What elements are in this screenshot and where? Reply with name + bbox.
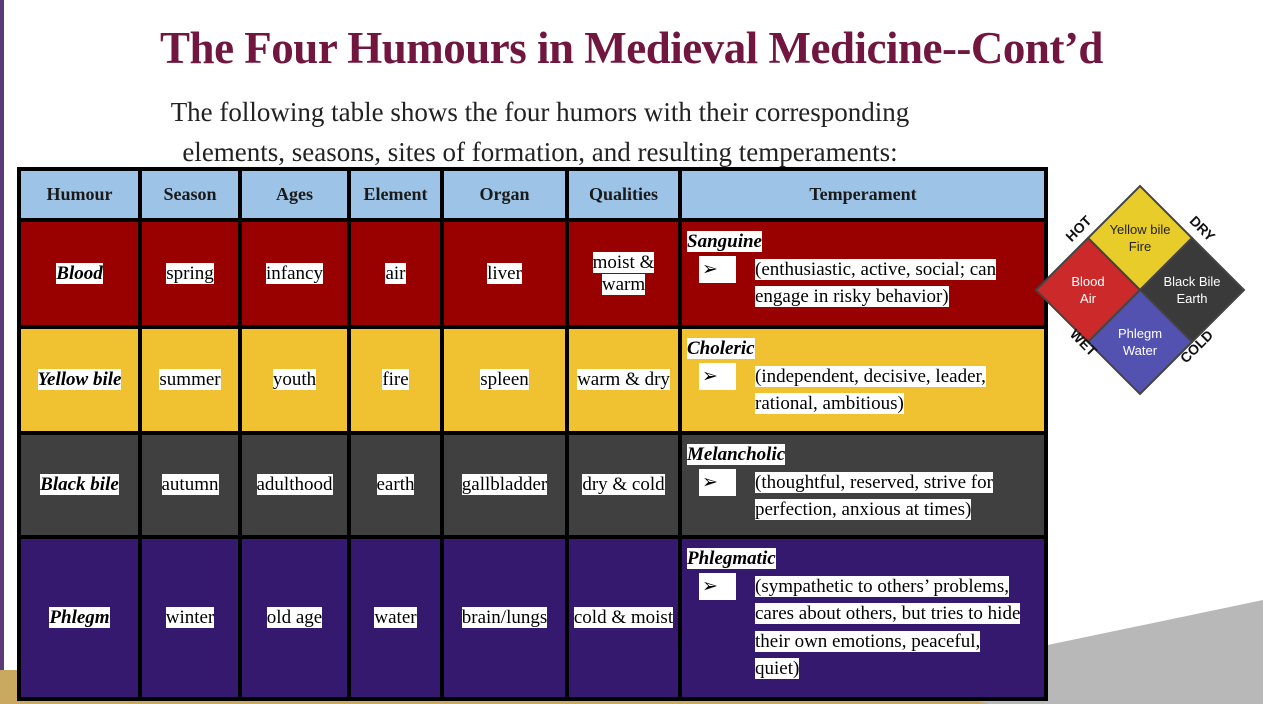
- temperament-name: Phlegmatic: [687, 548, 776, 569]
- table-cell: spleen: [444, 329, 565, 431]
- table-cell: liver: [444, 222, 565, 325]
- temperament-cell: Phlegmatic (sympathetic to others’ proble…: [682, 539, 1044, 697]
- table-cell: fire: [351, 329, 440, 431]
- traits-text: (enthusiastic, active, social; can engag…: [755, 258, 997, 307]
- table-cell: moist & warm: [569, 222, 678, 325]
- traits-text: (independent, decisive, leader, rational…: [755, 365, 986, 414]
- table-cell: Phlegm: [21, 539, 138, 697]
- cell-text: spleen: [480, 369, 529, 390]
- table-row: Phlegm winter old age water brain/lungs cold …: [21, 539, 1044, 697]
- cell-text: dry & cold: [582, 474, 665, 495]
- table-cell: earth: [351, 435, 440, 535]
- humour-name: Blood: [56, 262, 103, 284]
- cell-text: moist & warm: [592, 251, 655, 295]
- table-cell: youth: [242, 329, 347, 431]
- table-cell: infancy: [242, 222, 347, 325]
- temperament-cell: Melancholic (thoughtful, reserved, strive…: [682, 435, 1044, 535]
- cell-text: spring: [166, 262, 214, 284]
- cell-text: youth: [272, 369, 317, 390]
- header-cell: Temperament: [682, 171, 1044, 218]
- subtitle-line: elements, seasons, sites of formation, a…: [182, 137, 898, 167]
- quadrant-name: Phlegm: [1118, 326, 1162, 341]
- quadrant-name: Blood: [1071, 274, 1104, 289]
- table-cell: dry & cold: [569, 435, 678, 535]
- quadrant-element: Earth: [1176, 291, 1207, 306]
- table-cell: Blood: [21, 222, 138, 325]
- table-cell: winter: [142, 539, 238, 697]
- cell-text: autumn: [161, 474, 219, 495]
- temperament-cell: Choleric(independent, decisive, leader, …: [682, 329, 1044, 431]
- table-cell: water: [351, 539, 440, 697]
- cell-text: liver: [487, 262, 522, 284]
- traits-text: (thoughtful, reserved, strive for perfec…: [755, 471, 993, 520]
- subtitle-line: The following table shows the four humor…: [170, 97, 910, 127]
- quadrant-name: Yellow bile: [1110, 222, 1171, 237]
- title: The Four Humours in Medieval Medicine--C…: [160, 23, 1103, 73]
- temperament-traits: (thoughtful, reserved, strive for perfec…: [687, 468, 1028, 524]
- traits-text: (sympathetic to others’ problems, cares …: [755, 575, 1021, 679]
- cell-text: cold & moist: [573, 607, 674, 628]
- temperament-name: Sanguine: [687, 231, 762, 252]
- table-cell: gallbladder: [444, 435, 565, 535]
- table-cell: air: [351, 222, 440, 325]
- table-row: Yellow bile summer youth fire spleen warm & d…: [21, 329, 1044, 431]
- cell-text: earth: [376, 474, 415, 495]
- temperament-name: Choleric: [687, 338, 755, 359]
- temperament-traits: (sympathetic to others’ problems, cares …: [687, 572, 1028, 683]
- header-cell: Ages: [242, 171, 347, 218]
- header-cell: Season: [142, 171, 238, 218]
- header-cell: Qualities: [569, 171, 678, 218]
- table-cell: spring: [142, 222, 238, 325]
- cell-text: winter: [165, 607, 215, 628]
- quadrant-element: Fire: [1129, 239, 1151, 254]
- table-cell: Yellow bile: [21, 329, 138, 431]
- cell-text: brain/lungs: [461, 607, 548, 628]
- header-cell: Organ: [444, 171, 565, 218]
- humours-table: Humour Season Ages Element Organ Qualities Tem…: [17, 167, 1048, 701]
- quadrant-element: Air: [1080, 291, 1097, 306]
- table-row: Blood spring infancy air liver moist & warm Sa…: [21, 222, 1044, 325]
- cell-text: fire: [382, 369, 409, 390]
- table-cell: autumn: [142, 435, 238, 535]
- table-cell: brain/lungs: [444, 539, 565, 697]
- humour-name: Phlegm: [49, 607, 110, 628]
- cell-text: air: [385, 262, 406, 284]
- temperament-traits: (independent, decisive, leader, rational…: [687, 362, 1028, 418]
- table-cell: summer: [142, 329, 238, 431]
- quadrant-element: Water: [1123, 343, 1158, 358]
- humour-name: Yellow bile: [37, 369, 122, 390]
- temperament-name: Melancholic: [687, 444, 786, 465]
- cell-text: adulthood: [256, 474, 333, 495]
- cell-text: warm & dry: [577, 369, 670, 390]
- cell-text: gallbladder: [461, 474, 548, 495]
- cell-text: old age: [266, 607, 323, 628]
- cell-text: infancy: [266, 262, 323, 284]
- header-cell: Humour: [21, 171, 138, 218]
- header-cell: Element: [351, 171, 440, 218]
- temperament-traits: (enthusiastic, active, social; can engag…: [687, 255, 1028, 311]
- table-cell: cold & moist: [569, 539, 678, 697]
- humour-name: Black bile: [40, 474, 119, 495]
- cell-text: summer: [159, 369, 221, 390]
- quadrant-name: Black Bile: [1163, 274, 1220, 289]
- table-cell: adulthood: [242, 435, 347, 535]
- cell-text: water: [374, 607, 417, 628]
- table-cell: old age: [242, 539, 347, 697]
- table-cell: Black bile: [21, 435, 138, 535]
- table-cell: warm & dry: [569, 329, 678, 431]
- subtitle: The following table shows the four humor…: [100, 92, 980, 172]
- temperament-cell: Sanguine (enthusiastic, active, social; c…: [682, 222, 1044, 325]
- table-row: Black bile autumn adulthood earth gallbladde…: [21, 435, 1044, 535]
